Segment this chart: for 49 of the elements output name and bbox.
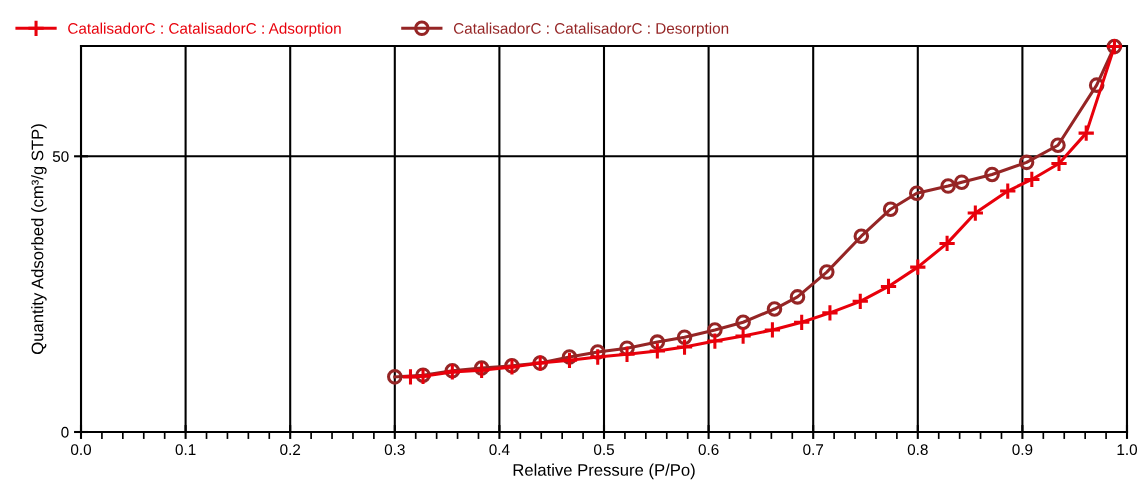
legend-label: CatalisadorC : CatalisadorC : Desorption xyxy=(453,22,729,37)
point xyxy=(820,303,840,323)
point xyxy=(953,174,970,190)
point xyxy=(560,351,579,370)
point xyxy=(908,185,925,202)
x-tick-label: 0.1 xyxy=(175,444,196,456)
point xyxy=(966,203,985,223)
point xyxy=(851,292,870,311)
point xyxy=(1018,154,1035,171)
x-tick-label: 0.4 xyxy=(489,444,510,456)
x-axis-title: Relative Pressure (P/Po) xyxy=(513,463,695,480)
point xyxy=(908,257,927,277)
x-tick-label: 0.2 xyxy=(280,444,301,456)
point xyxy=(733,326,753,346)
point xyxy=(998,181,1017,201)
point xyxy=(819,264,835,280)
point xyxy=(705,331,725,351)
point xyxy=(1077,123,1096,143)
point xyxy=(940,178,956,194)
point xyxy=(675,337,694,357)
y-tick-label: 50 xyxy=(52,151,69,162)
point xyxy=(387,369,403,385)
point xyxy=(472,361,491,380)
point xyxy=(789,289,806,305)
x-tick-label: 0.5 xyxy=(593,444,614,456)
point xyxy=(853,228,870,245)
point xyxy=(937,234,957,253)
x-tick-label: 1.0 xyxy=(1117,444,1138,456)
x-tick-label: 0.6 xyxy=(698,444,719,456)
x-tick-label: 0.9 xyxy=(1012,444,1033,456)
point xyxy=(766,301,783,317)
point xyxy=(882,201,899,217)
y-axis-title: Quantity Adsorbed (cm³/g STP) xyxy=(31,124,47,354)
point xyxy=(984,166,1000,183)
point xyxy=(588,347,607,367)
point xyxy=(792,313,811,332)
point xyxy=(1050,137,1066,154)
point xyxy=(648,341,667,361)
y-tick-label: 0 xyxy=(61,426,69,438)
point xyxy=(763,320,782,340)
x-tick-label: 0.0 xyxy=(70,444,92,456)
point xyxy=(1049,154,1069,173)
point xyxy=(617,345,637,364)
point xyxy=(1022,170,1041,189)
x-tick-label: 0.3 xyxy=(384,444,405,456)
x-tick-label: 0.7 xyxy=(803,444,824,456)
legend-label: CatalisadorC : CatalisadorC : Adsorption xyxy=(68,22,341,37)
x-tick-label: 0.8 xyxy=(907,444,928,456)
point xyxy=(879,277,898,296)
